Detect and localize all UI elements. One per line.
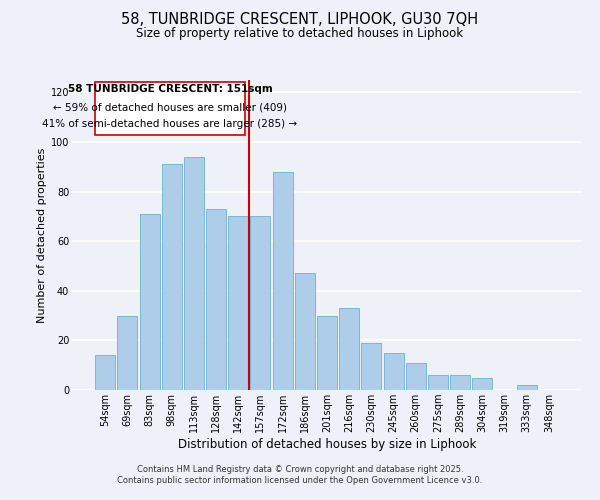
Text: 58, TUNBRIDGE CRESCENT, LIPHOOK, GU30 7QH: 58, TUNBRIDGE CRESCENT, LIPHOOK, GU30 7Q… bbox=[121, 12, 479, 28]
Bar bbox=[162, 164, 182, 390]
Bar bbox=[339, 308, 359, 390]
Bar bbox=[250, 216, 271, 390]
Bar bbox=[361, 343, 382, 390]
Bar bbox=[118, 316, 137, 390]
Text: 41% of semi-detached houses are larger (285) →: 41% of semi-detached houses are larger (… bbox=[43, 119, 298, 129]
Bar bbox=[517, 385, 536, 390]
X-axis label: Distribution of detached houses by size in Liphook: Distribution of detached houses by size … bbox=[178, 438, 476, 451]
Text: Contains HM Land Registry data © Crown copyright and database right 2025.: Contains HM Land Registry data © Crown c… bbox=[137, 465, 463, 474]
Bar bbox=[95, 356, 115, 390]
Text: Contains public sector information licensed under the Open Government Licence v3: Contains public sector information licen… bbox=[118, 476, 482, 485]
Bar bbox=[140, 214, 160, 390]
Bar bbox=[206, 209, 226, 390]
Bar bbox=[428, 375, 448, 390]
Bar bbox=[406, 362, 426, 390]
Y-axis label: Number of detached properties: Number of detached properties bbox=[37, 148, 47, 322]
Bar bbox=[272, 172, 293, 390]
Bar bbox=[317, 316, 337, 390]
Bar bbox=[472, 378, 492, 390]
Text: Size of property relative to detached houses in Liphook: Size of property relative to detached ho… bbox=[136, 28, 464, 40]
Bar bbox=[295, 274, 315, 390]
Bar bbox=[184, 157, 204, 390]
Bar bbox=[450, 375, 470, 390]
Text: 58 TUNBRIDGE CRESCENT: 151sqm: 58 TUNBRIDGE CRESCENT: 151sqm bbox=[68, 84, 272, 94]
Bar bbox=[228, 216, 248, 390]
Text: ← 59% of detached houses are smaller (409): ← 59% of detached houses are smaller (40… bbox=[53, 102, 287, 113]
Bar bbox=[383, 353, 404, 390]
